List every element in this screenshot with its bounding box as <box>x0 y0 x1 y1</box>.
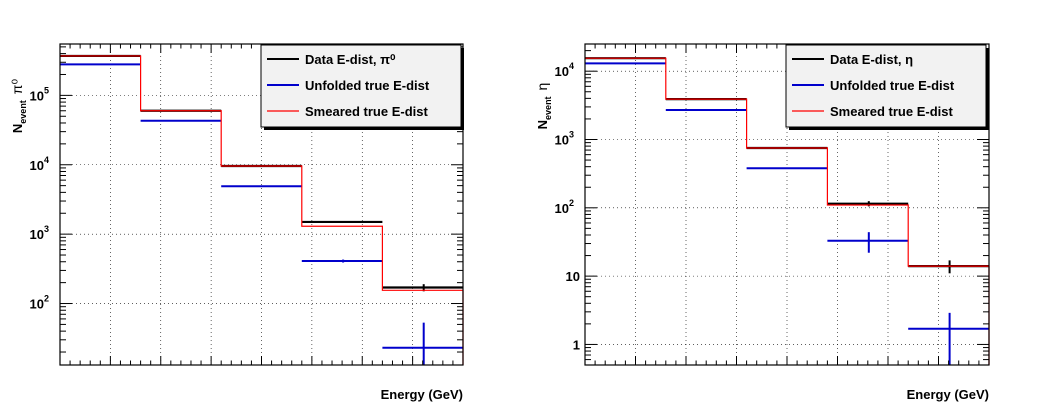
y-tick-exponent: 3 <box>569 129 574 139</box>
legend-entry: Unfolded true E-dist <box>830 78 955 93</box>
y-tick-base: 10 <box>30 227 44 242</box>
legend-entry: Data E-dist, η <box>830 52 913 67</box>
y-axis-label-particle: η <box>534 83 550 91</box>
y-tick-base: 10 <box>555 64 569 79</box>
y-axis-label-sub: event <box>543 96 553 120</box>
legend-entry: Smeared true E-dist <box>830 104 953 119</box>
y-tick-label: 103 <box>30 224 49 242</box>
y-tick-base: 10 <box>555 201 569 216</box>
y-tick-exponent: 2 <box>569 198 574 208</box>
legend-entry: Unfolded true E-dist <box>305 78 430 93</box>
y-axis-label: Nevent π⁰ <box>9 79 28 134</box>
y-tick-exponent: 3 <box>44 224 49 234</box>
y-axis-label-main: N <box>10 124 25 133</box>
y-tick-base: 10 <box>30 88 44 103</box>
y-tick-label: 102 <box>555 198 574 216</box>
y-tick-label: 102 <box>30 294 49 312</box>
y-axis-label-sub: event <box>18 100 28 124</box>
y-tick-label: 1 <box>573 337 580 352</box>
y-tick-exponent: 4 <box>44 155 49 165</box>
x-axis-label: Energy (GeV) <box>381 387 463 402</box>
legend-entry: Data E-dist, π⁰ <box>305 52 396 67</box>
y-tick-exponent: 5 <box>44 85 49 95</box>
y-tick-exponent: 2 <box>44 294 49 304</box>
y-tick-base: 10 <box>555 132 569 147</box>
x-axis-label: Energy (GeV) <box>907 387 989 402</box>
series-smeared-line <box>585 57 990 365</box>
y-axis-label: Nevent η <box>534 83 553 130</box>
y-tick-label: 104 <box>30 155 49 173</box>
y-axis-label-particle: π⁰ <box>9 79 25 95</box>
y-tick-label: 103 <box>555 129 574 147</box>
y-tick-exponent: 4 <box>569 61 574 71</box>
y-tick-label: 105 <box>30 85 49 103</box>
y-tick-base: 10 <box>30 158 44 173</box>
y-tick-base: 10 <box>30 297 44 312</box>
y-axis-label-main: N <box>535 120 550 129</box>
y-tick-label: 104 <box>555 61 574 79</box>
y-tick-label: 10 <box>566 269 580 284</box>
legend-entry: Smeared true E-dist <box>305 104 428 119</box>
series-smeared-line <box>60 55 464 365</box>
